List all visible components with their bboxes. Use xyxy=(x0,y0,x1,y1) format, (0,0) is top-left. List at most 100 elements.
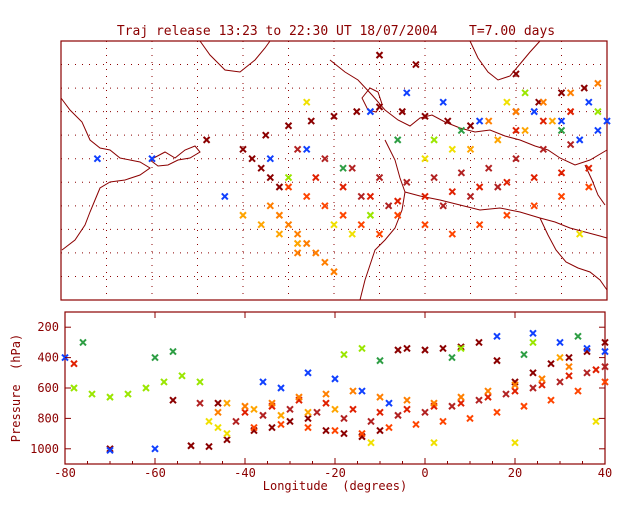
map-point xyxy=(302,239,311,248)
map-point xyxy=(530,107,538,116)
profile-point xyxy=(592,366,600,374)
profile-point xyxy=(214,408,222,417)
profile-point xyxy=(178,372,186,380)
profile-point xyxy=(565,353,573,362)
profile-point xyxy=(250,405,258,413)
profile-point xyxy=(169,347,177,356)
profile-point xyxy=(304,369,312,377)
map-point xyxy=(221,192,229,201)
profile-point xyxy=(331,375,339,383)
map-point xyxy=(357,220,366,229)
profile-point xyxy=(367,417,375,426)
profile-point xyxy=(223,429,231,438)
map-point xyxy=(284,122,293,130)
profile-point xyxy=(340,350,348,359)
map-point xyxy=(284,173,293,182)
profile-point xyxy=(313,408,321,417)
profile-point xyxy=(547,396,555,404)
profile-point xyxy=(358,387,366,395)
map-point xyxy=(421,192,429,201)
profile-point xyxy=(376,393,384,401)
profile-point xyxy=(331,405,339,413)
map-point xyxy=(512,107,520,116)
map-point xyxy=(557,89,566,97)
map-point xyxy=(421,155,429,163)
map-point xyxy=(339,164,347,172)
y-tick-label: 200 xyxy=(37,320,59,334)
map-point xyxy=(284,183,293,191)
profile-point xyxy=(574,387,582,395)
map-point xyxy=(239,145,247,154)
map-point xyxy=(412,60,420,69)
profile-point xyxy=(493,332,501,341)
map-point xyxy=(457,126,466,135)
profile-point xyxy=(79,338,87,347)
map-point xyxy=(312,249,320,257)
profile-point xyxy=(601,338,609,347)
profile-point xyxy=(574,332,582,341)
profile-point xyxy=(259,378,267,386)
map-point xyxy=(585,98,593,106)
profile-point xyxy=(124,390,132,398)
map-point xyxy=(339,211,347,219)
map-point xyxy=(521,89,529,97)
map-point xyxy=(530,202,538,210)
x-tick-label: 0 xyxy=(421,466,428,480)
map-point xyxy=(594,126,602,135)
profile-point xyxy=(277,384,285,392)
map-point xyxy=(466,192,475,201)
map-point xyxy=(503,211,511,219)
map-point xyxy=(293,249,302,257)
profile-point xyxy=(484,393,492,401)
map-point xyxy=(566,107,575,116)
map-point xyxy=(293,230,302,238)
map-point xyxy=(421,220,429,229)
profile-point xyxy=(421,408,429,417)
map-point xyxy=(521,126,529,135)
map-panel xyxy=(60,40,611,301)
profile-point xyxy=(457,399,465,407)
map-point xyxy=(585,164,593,172)
profile-point xyxy=(403,405,411,413)
profile-point xyxy=(556,378,564,386)
profile-point xyxy=(538,375,546,383)
map-point xyxy=(430,173,438,182)
profile-point xyxy=(250,423,258,432)
map-point xyxy=(494,136,502,144)
map-point xyxy=(475,183,484,191)
profile-y-ticks: 200 400 600 800 1000 xyxy=(30,320,605,456)
profile-point xyxy=(241,408,249,417)
map-point xyxy=(275,183,284,191)
profile-point xyxy=(268,399,276,407)
map-point xyxy=(366,211,375,219)
coastline-africa xyxy=(359,139,406,301)
profile-point xyxy=(205,442,213,451)
profile-point xyxy=(367,439,375,447)
profile-point xyxy=(232,417,240,426)
profile-point xyxy=(277,420,285,429)
map-point xyxy=(321,258,329,267)
map-point xyxy=(575,230,584,238)
profile-point xyxy=(322,426,330,435)
x-tick-label: 40 xyxy=(598,466,612,480)
map-point xyxy=(330,112,338,121)
profile-point xyxy=(565,372,573,380)
map-point xyxy=(257,164,265,172)
profile-point xyxy=(538,381,546,389)
profile-point xyxy=(529,384,537,392)
map-point xyxy=(403,89,411,97)
coastline-arabia xyxy=(539,217,608,291)
profile-point xyxy=(520,402,528,410)
x-tick-label: -60 xyxy=(144,466,166,480)
profile-point xyxy=(70,359,78,368)
profile-point xyxy=(376,408,384,417)
map-point xyxy=(512,126,520,135)
map-point xyxy=(321,155,329,163)
profile-frame xyxy=(64,311,606,465)
chart-title: Traj release 13:23 to 22:30 UT 18/07/200… xyxy=(117,24,555,39)
map-point xyxy=(512,155,520,163)
map-point xyxy=(557,192,566,201)
y-tick-label: 600 xyxy=(37,381,59,395)
profile-point xyxy=(448,402,456,410)
map-point xyxy=(594,79,602,88)
